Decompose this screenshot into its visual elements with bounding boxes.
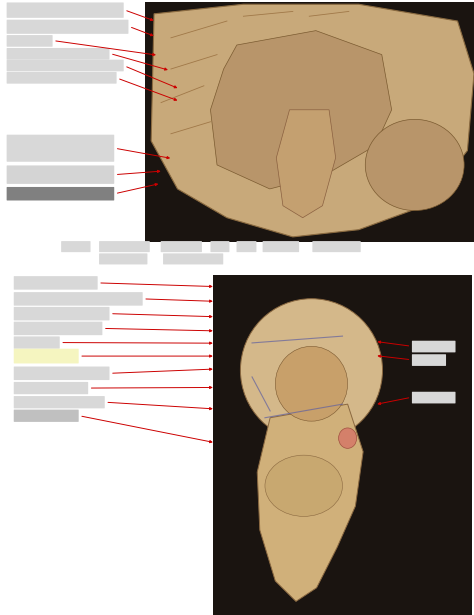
FancyBboxPatch shape <box>99 241 150 252</box>
FancyBboxPatch shape <box>7 135 114 162</box>
Ellipse shape <box>240 299 383 442</box>
FancyBboxPatch shape <box>237 241 256 252</box>
FancyBboxPatch shape <box>14 410 79 422</box>
FancyBboxPatch shape <box>7 2 124 18</box>
FancyBboxPatch shape <box>7 20 128 34</box>
Polygon shape <box>257 404 363 601</box>
FancyBboxPatch shape <box>161 241 202 252</box>
Polygon shape <box>276 110 336 218</box>
Bar <box>213 275 472 615</box>
FancyBboxPatch shape <box>412 341 456 352</box>
FancyBboxPatch shape <box>14 322 102 335</box>
FancyBboxPatch shape <box>312 241 361 252</box>
FancyBboxPatch shape <box>99 253 147 264</box>
Polygon shape <box>151 4 474 237</box>
FancyBboxPatch shape <box>412 392 456 403</box>
FancyBboxPatch shape <box>14 349 79 363</box>
FancyBboxPatch shape <box>14 382 88 394</box>
FancyBboxPatch shape <box>412 354 446 366</box>
Ellipse shape <box>265 455 342 517</box>
FancyBboxPatch shape <box>14 396 105 408</box>
FancyBboxPatch shape <box>14 307 109 320</box>
Ellipse shape <box>275 346 347 421</box>
Ellipse shape <box>365 119 464 210</box>
FancyBboxPatch shape <box>7 60 124 71</box>
FancyBboxPatch shape <box>7 72 117 84</box>
FancyBboxPatch shape <box>7 35 53 47</box>
FancyBboxPatch shape <box>14 336 60 349</box>
FancyBboxPatch shape <box>14 292 143 306</box>
Polygon shape <box>210 31 392 189</box>
FancyBboxPatch shape <box>14 276 98 290</box>
FancyBboxPatch shape <box>7 165 114 184</box>
FancyBboxPatch shape <box>7 48 109 60</box>
FancyBboxPatch shape <box>163 253 223 264</box>
Ellipse shape <box>338 428 356 448</box>
Bar <box>145 2 474 242</box>
FancyBboxPatch shape <box>263 241 299 252</box>
FancyBboxPatch shape <box>7 187 114 200</box>
FancyBboxPatch shape <box>61 241 91 252</box>
FancyBboxPatch shape <box>14 367 109 380</box>
FancyBboxPatch shape <box>210 241 229 252</box>
